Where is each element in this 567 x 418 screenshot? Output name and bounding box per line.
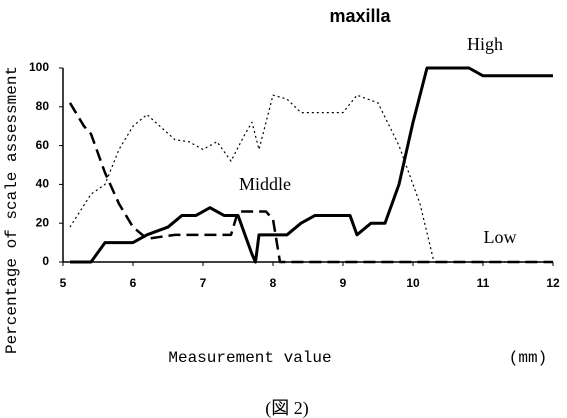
x-tick-label: 11 — [477, 276, 490, 290]
x-axis-unit: (mm) — [509, 349, 547, 367]
x-tick-label: 10 — [406, 276, 420, 290]
x-tick-label: 6 — [130, 276, 137, 290]
x-axis-label: Measurement value — [168, 349, 331, 367]
y-axis-label: Percentage of scale assessment — [3, 66, 21, 354]
series-line — [69, 94, 553, 263]
y-tick-label: 60 — [36, 138, 50, 152]
y-tick-label: 40 — [36, 177, 50, 191]
x-tick-label: 7 — [200, 276, 207, 290]
series-label: Middle — [239, 174, 291, 194]
x-tick-label: 5 — [60, 276, 67, 290]
x-tick-label: 8 — [270, 276, 277, 290]
y-tick-label: 100 — [29, 60, 49, 74]
series-label: Low — [484, 227, 517, 247]
y-tick-label: 80 — [36, 99, 50, 113]
caption: (図 2) — [265, 398, 309, 418]
y-tick-label: 0 — [42, 254, 49, 268]
x-tick-label: 9 — [340, 276, 347, 290]
y-tick-label: 20 — [36, 215, 50, 229]
x-tick-label: 12 — [546, 276, 560, 290]
series-line — [68, 102, 553, 264]
series-line — [70, 66, 553, 264]
chart-title: maxilla — [329, 6, 391, 26]
series-label: High — [467, 34, 503, 54]
